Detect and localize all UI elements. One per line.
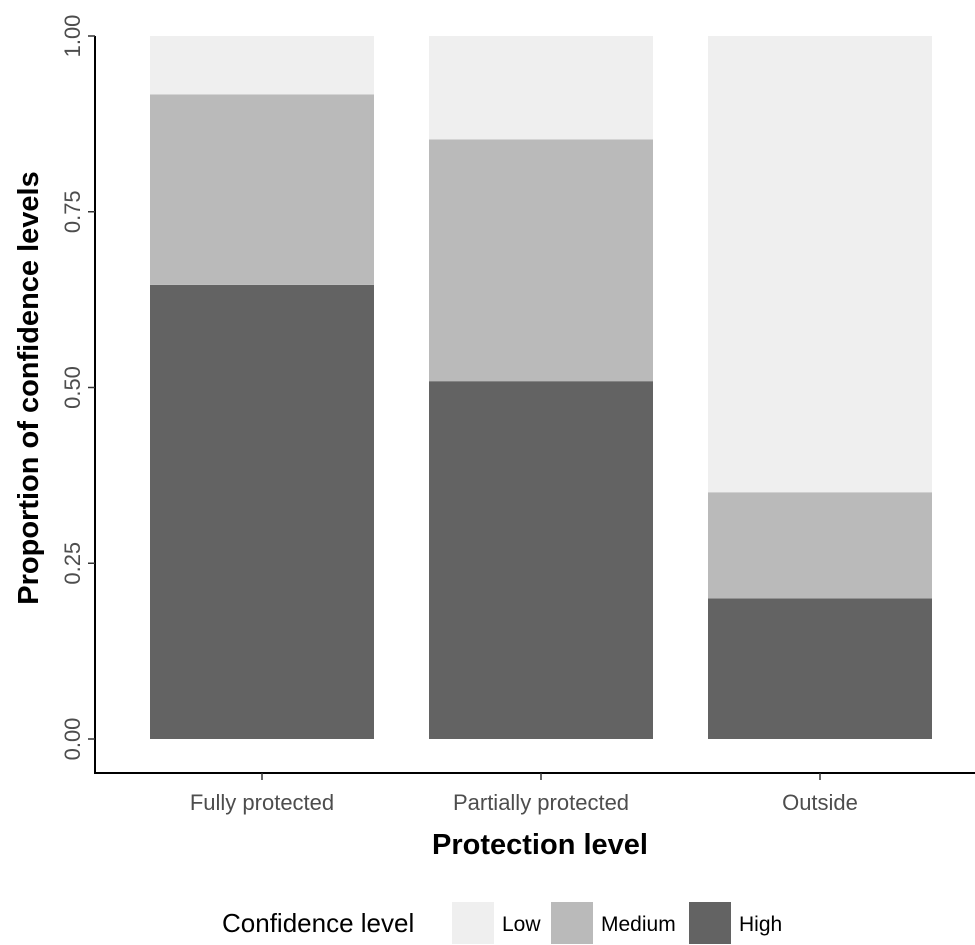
legend-label-high: High: [739, 913, 782, 936]
x-axis-title: Protection level: [432, 829, 648, 861]
y-tick-label: 0.00: [60, 718, 85, 761]
legend-key-high: [689, 902, 731, 944]
y-tick-label: 1.00: [60, 15, 85, 58]
bar-segment-low-0: [150, 36, 374, 95]
bar-segment-low-1: [429, 36, 653, 140]
y-ticks-group: 0.00 0.25 0.50 0.75 1.00: [60, 15, 95, 761]
legend: Confidence level Low Medium High: [222, 902, 782, 944]
legend-label-low: Low: [502, 913, 541, 936]
legend-key-medium: [551, 902, 593, 944]
x-tick-label: Fully protected: [190, 790, 334, 815]
bar-segment-medium-1: [429, 139, 653, 382]
legend-label-medium: Medium: [601, 913, 676, 936]
y-tick-label: 0.50: [60, 366, 85, 409]
bar-segment-high-1: [429, 381, 653, 739]
x-tick-label: Outside: [782, 790, 858, 815]
bar-segment-low-2: [708, 36, 932, 493]
bar-segment-medium-2: [708, 492, 932, 599]
bar-segment-medium-0: [150, 94, 374, 285]
y-axis-title: Proportion of confidence levels: [13, 171, 45, 604]
legend-key-low: [452, 902, 494, 944]
x-tick-label: Partially protected: [453, 790, 629, 815]
bar-segment-high-0: [150, 284, 374, 739]
bar-segment-high-2: [708, 598, 932, 739]
x-ticks-group: Fully protected Partially protected Outsid…: [190, 773, 858, 815]
y-tick-label: 0.75: [60, 190, 85, 233]
bars-group: [150, 36, 932, 739]
legend-title: Confidence level: [222, 908, 414, 938]
y-tick-label: 0.25: [60, 542, 85, 585]
